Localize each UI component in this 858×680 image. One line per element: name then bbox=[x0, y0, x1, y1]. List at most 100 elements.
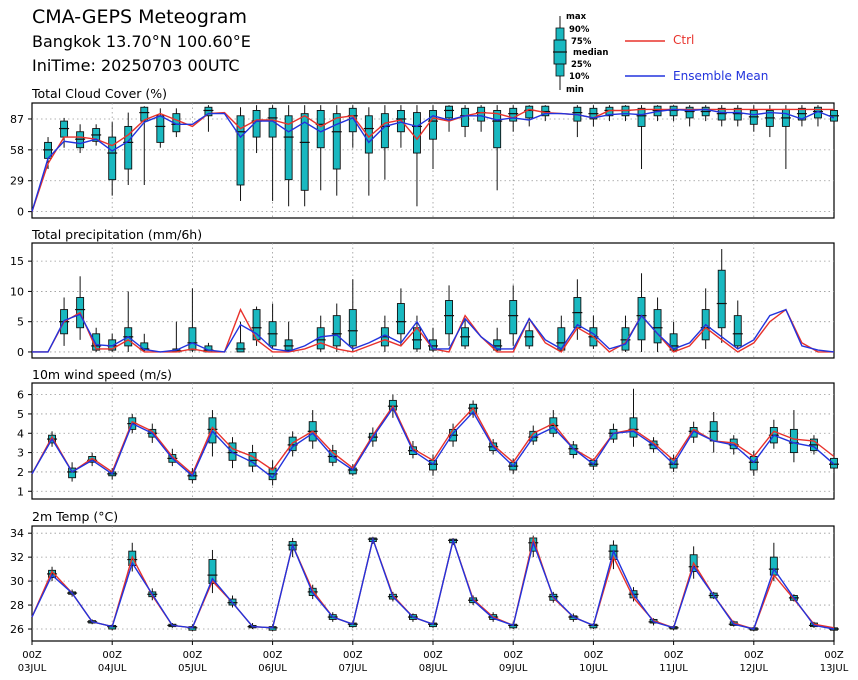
box bbox=[569, 444, 578, 455]
panel-title-wind: 10m wind speed (m/s) bbox=[32, 367, 172, 382]
x-tick-hour-label: 00Z bbox=[102, 650, 122, 661]
box bbox=[685, 106, 694, 119]
box bbox=[525, 105, 534, 119]
y-tick-label-cloud: 0 bbox=[17, 206, 24, 219]
mean-line-precip bbox=[32, 308, 835, 353]
init-time-label: IniTime: 20250703 00UTC bbox=[32, 56, 240, 75]
x-tick-hour-label: 00Z bbox=[22, 650, 42, 661]
box bbox=[204, 106, 213, 117]
x-tick-day-label: 06JUL bbox=[258, 663, 287, 674]
legend-p75-label: 75% bbox=[571, 37, 592, 47]
x-tick-hour-label: 00Z bbox=[824, 650, 844, 661]
x-tick-day-label: 07JUL bbox=[339, 663, 368, 674]
box bbox=[140, 106, 149, 122]
box bbox=[525, 330, 534, 347]
box bbox=[332, 315, 341, 347]
legend-max-label: max bbox=[566, 12, 587, 22]
legend-ctrl-label: Ctrl bbox=[673, 33, 695, 47]
y-tick-label-cloud: 29 bbox=[10, 175, 24, 188]
x-tick-hour-label: 00Z bbox=[503, 650, 523, 661]
box bbox=[493, 110, 502, 149]
box bbox=[236, 342, 245, 353]
x-tick-hour-label: 00Z bbox=[423, 650, 443, 661]
y-tick-label-precip: 5 bbox=[17, 316, 24, 329]
box bbox=[300, 113, 309, 191]
box bbox=[733, 315, 742, 347]
box bbox=[461, 107, 470, 127]
y-tick-label-cloud: 87 bbox=[10, 113, 24, 126]
legend-median-label: median bbox=[573, 48, 609, 58]
box bbox=[156, 115, 165, 143]
box bbox=[208, 559, 217, 584]
box bbox=[445, 300, 453, 335]
ctrl-line-temp bbox=[31, 536, 835, 630]
x-tick-hour-label: 00Z bbox=[183, 650, 203, 661]
x-tick-day-label: 04JUL bbox=[98, 663, 127, 674]
x-tick-day-label: 09JUL bbox=[499, 663, 528, 674]
box bbox=[88, 456, 97, 463]
box bbox=[380, 113, 389, 149]
box bbox=[830, 457, 838, 469]
box bbox=[68, 467, 77, 479]
box bbox=[717, 269, 726, 329]
box bbox=[284, 339, 293, 351]
box bbox=[348, 309, 357, 347]
box bbox=[429, 110, 437, 140]
box bbox=[789, 428, 798, 454]
legend-mean-label: Ensemble Mean bbox=[673, 69, 769, 83]
y-tick-label-temp: 26 bbox=[10, 623, 24, 636]
box bbox=[316, 110, 325, 149]
legend-p25-label: 25% bbox=[571, 60, 592, 70]
y-tick-label-temp: 32 bbox=[10, 551, 24, 564]
y-tick-label-wind: 3 bbox=[17, 447, 24, 460]
y-tick-label-wind: 5 bbox=[17, 408, 24, 421]
box bbox=[509, 107, 518, 122]
box bbox=[332, 113, 341, 170]
x-tick-day-label: 13JUL bbox=[820, 663, 849, 674]
y-tick-label-precip: 15 bbox=[10, 255, 24, 268]
x-tick-hour-label: 00Z bbox=[343, 650, 363, 661]
x-tick-day-label: 08JUL bbox=[419, 663, 448, 674]
y-tick-label-temp: 34 bbox=[10, 527, 24, 540]
y-tick-label-wind: 1 bbox=[17, 485, 24, 498]
ctrl-line-wind bbox=[31, 404, 835, 476]
x-tick-hour-label: 00Z bbox=[584, 650, 604, 661]
chart-title: CMA-GEPS Meteogram bbox=[32, 6, 247, 28]
panel-title-cloud: Total Cloud Cover (%) bbox=[32, 86, 168, 101]
legend-min-label: min bbox=[566, 85, 584, 95]
box bbox=[493, 339, 502, 351]
x-tick-day-label: 11JUL bbox=[659, 663, 688, 674]
box bbox=[653, 309, 662, 344]
x-tick-hour-label: 00Z bbox=[664, 650, 684, 661]
mean-line-wind bbox=[31, 406, 835, 479]
y-tick-label-temp: 28 bbox=[10, 599, 24, 612]
box bbox=[509, 300, 518, 335]
x-tick-day-label: 05JUL bbox=[178, 663, 207, 674]
x-tick-hour-label: 00Z bbox=[744, 650, 764, 661]
y-tick-label-precip: 0 bbox=[17, 346, 24, 359]
box bbox=[188, 327, 197, 351]
box bbox=[557, 327, 566, 351]
box bbox=[124, 125, 133, 170]
y-tick-label-precip: 10 bbox=[10, 285, 24, 298]
box bbox=[396, 303, 405, 335]
box bbox=[629, 417, 638, 438]
location-label: Bangkok 13.70°N 100.60°E bbox=[32, 32, 251, 51]
legend-p90-label: 90% bbox=[569, 25, 590, 35]
x-tick-day-label: 10JUL bbox=[579, 663, 608, 674]
panel-title-precip: Total precipitation (mm/6h) bbox=[32, 227, 203, 242]
x-tick-day-label: 03JUL bbox=[18, 663, 47, 674]
box bbox=[669, 333, 678, 351]
y-tick-label-cloud: 58 bbox=[10, 144, 24, 157]
y-tick-label-wind: 6 bbox=[17, 389, 24, 402]
box bbox=[477, 106, 486, 122]
box bbox=[236, 115, 245, 186]
y-tick-label-wind: 4 bbox=[17, 427, 24, 440]
box bbox=[108, 136, 117, 181]
legend-p10-label: 10% bbox=[569, 72, 590, 82]
box bbox=[637, 107, 646, 127]
mean-line-cloud bbox=[31, 108, 835, 212]
x-tick-hour-label: 00Z bbox=[263, 650, 283, 661]
x-tick-day-label: 12JUL bbox=[740, 663, 769, 674]
